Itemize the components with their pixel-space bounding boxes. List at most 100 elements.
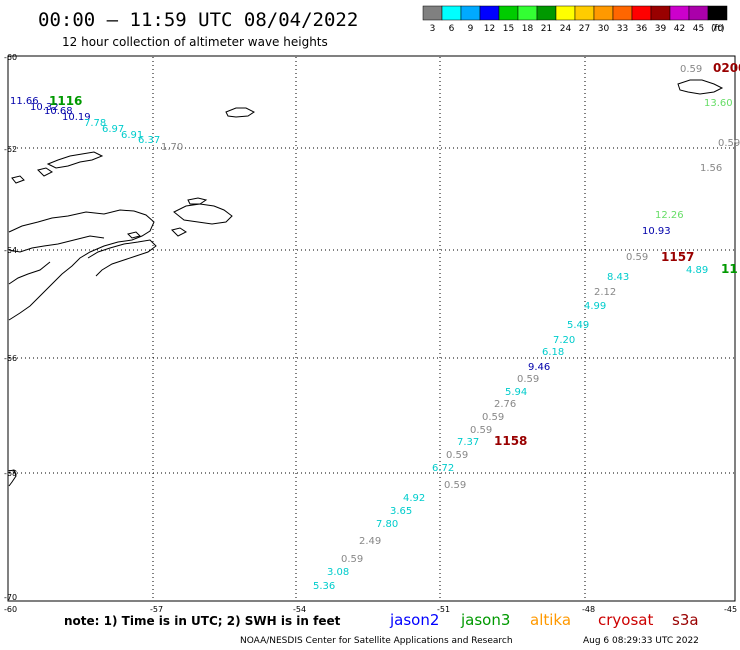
pass-time-label: 0200 [713, 61, 740, 75]
lat-label: -68 [4, 469, 17, 478]
wave-height-label: 11.66 [10, 96, 39, 107]
map-frame [7, 55, 736, 602]
color-scale-swatch [650, 5, 671, 21]
color-scale-label: 18 [522, 24, 534, 34]
wave-height-label: 0.59 [517, 374, 539, 385]
wave-height-label: 5.94 [505, 387, 527, 398]
wave-height-label: 10.32 [30, 102, 59, 113]
wave-height-label: 2.76 [494, 399, 516, 410]
wave-height-label: 7.80 [376, 519, 398, 530]
grid-lines [9, 57, 734, 600]
color-scale-unit: (ft) [711, 24, 725, 34]
color-scale-bar [422, 5, 728, 21]
wave-height-label: 3.65 [390, 506, 412, 517]
wave-height-label: 9.46 [528, 362, 550, 373]
color-scale-swatch [441, 5, 462, 21]
color-scale-labels: 3 6 9 12 15 18 21 24 27 30 33 36 39 42 45 70 [430, 24, 724, 34]
wave-height-label: 12.26 [655, 210, 684, 221]
color-scale-swatch [536, 5, 557, 21]
color-scale-swatch [574, 5, 595, 21]
legend-altika: altika [530, 611, 571, 629]
credit-text: NOAA/NESDIS Center for Satellite Applica… [240, 636, 513, 646]
map-subtitle: 12 hour collection of altimeter wave hei… [62, 35, 328, 49]
lon-label: -45 [724, 605, 737, 614]
wave-height-label: 10.19 [62, 112, 91, 123]
lat-label: -70 [4, 593, 17, 602]
color-scale-swatch [498, 5, 519, 21]
wave-height-label: 4.99 [584, 301, 606, 312]
wave-height-label: 7.78 [84, 118, 106, 129]
wave-height-label: 0.59 [341, 554, 363, 565]
color-scale-label: 70 [712, 24, 724, 34]
wave-height-label: 4.92 [403, 493, 425, 504]
wave-height-label: 5.49 [567, 320, 589, 331]
color-scale-label: 45 [693, 24, 704, 34]
coastlines [8, 79, 724, 487]
wave-height-label: 7.20 [553, 335, 575, 346]
wave-height-label: 6.72 [432, 463, 454, 474]
color-scale-label: 36 [636, 24, 648, 34]
wave-height-label: 7.37 [457, 437, 479, 448]
color-scale-swatch [612, 5, 633, 21]
color-scale-swatch [517, 5, 538, 21]
color-scale-swatch [707, 5, 728, 21]
color-scale-swatch [555, 5, 576, 21]
lat-label: -62 [4, 145, 17, 154]
pass-time-label: 11 [721, 262, 738, 276]
wave-height-label: 6.97 [102, 124, 124, 135]
legend-jason2: jason2 [389, 611, 439, 629]
lat-label: -66 [4, 354, 17, 363]
color-scale-label: 6 [449, 24, 455, 34]
wave-height-label: 6.91 [121, 130, 143, 141]
wave-height-label: 0.59 [446, 450, 468, 461]
color-scale-swatch [669, 5, 690, 21]
color-scale-label: 33 [617, 24, 628, 34]
satellite-legend: jason2 jason3 altika cryosat s3a [389, 611, 699, 629]
wave-height-label: 10.68 [44, 106, 73, 117]
pass-time-label: 1157 [661, 250, 694, 264]
color-scale-label: 12 [484, 24, 495, 34]
wave-height-label: 10.93 [642, 226, 671, 237]
wave-height-label: 6.18 [542, 347, 564, 358]
color-scale-swatch [422, 5, 443, 21]
pass-time-label: 1116 [49, 94, 82, 108]
lon-label: -60 [4, 605, 17, 614]
color-scale-label: 3 [430, 24, 436, 34]
color-scale-swatch [460, 5, 481, 21]
wave-height-labels: 11.6610.3210.6810.197.786.976.916.371.70… [10, 64, 740, 592]
pass-time-label: 1158 [494, 434, 527, 448]
wave-height-label: 2.49 [359, 536, 381, 547]
legend-s3a: s3a [672, 611, 699, 629]
wave-height-label: 0.59 [482, 412, 504, 423]
wave-height-label: 0.59 [680, 64, 702, 75]
wave-height-label: 5.36 [313, 581, 335, 592]
wave-height-label: 8.43 [607, 272, 629, 283]
color-scale-label: 39 [655, 24, 667, 34]
wave-height-label: 0.59 [718, 138, 740, 149]
lon-label: -48 [582, 605, 595, 614]
wave-height-label: 2.12 [594, 287, 616, 298]
pass-time-labels: 1116 0200 1157 1158 11 [49, 61, 740, 448]
wave-height-label: 1.70 [161, 142, 183, 153]
note-text: note: 1) Time is in UTC; 2) SWH is in fe… [64, 614, 341, 628]
wave-height-label: 0.59 [626, 252, 648, 263]
map-title: 00:00 – 11:59 UTC 08/04/2022 [38, 9, 358, 31]
color-scale-label: 27 [579, 24, 590, 34]
color-scale-swatch [593, 5, 614, 21]
color-scale-label: 15 [503, 24, 514, 34]
wave-height-label: 1.56 [700, 163, 722, 174]
wave-height-label: 0.59 [470, 425, 492, 436]
legend-jason3: jason3 [460, 611, 510, 629]
legend-cryosat: cryosat [598, 611, 653, 629]
color-scale-swatch [688, 5, 709, 21]
wave-height-label: 13.60 [704, 98, 733, 109]
color-scale-swatch [631, 5, 652, 21]
color-scale-label: 21 [541, 24, 552, 34]
lat-label: -60 [4, 53, 17, 62]
color-scale-label: 9 [468, 24, 474, 34]
wave-height-label: 6.37 [138, 135, 160, 146]
lon-label: -51 [437, 605, 450, 614]
wave-height-label: 0.59 [444, 480, 466, 491]
color-scale-label: 42 [674, 24, 685, 34]
